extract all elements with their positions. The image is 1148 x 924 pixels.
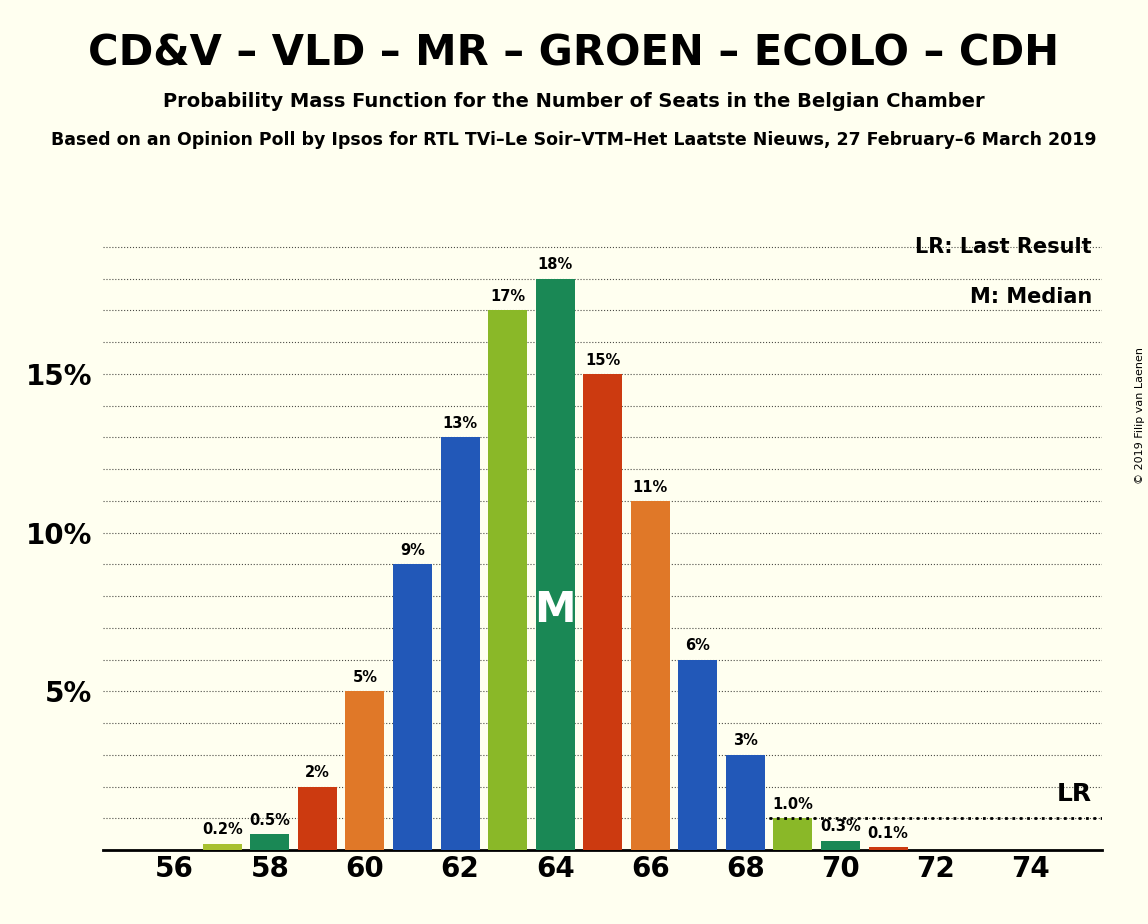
Text: 13%: 13% xyxy=(442,416,478,431)
Text: M: M xyxy=(534,590,576,631)
Bar xyxy=(488,310,527,850)
Bar xyxy=(203,844,242,850)
Text: 9%: 9% xyxy=(400,543,425,558)
Text: 15%: 15% xyxy=(585,353,620,368)
Text: 6%: 6% xyxy=(685,638,711,653)
Text: 5%: 5% xyxy=(352,670,378,685)
Bar xyxy=(678,660,718,850)
Bar xyxy=(726,755,765,850)
Text: 0.5%: 0.5% xyxy=(249,813,290,828)
Text: 3%: 3% xyxy=(732,734,758,748)
Bar xyxy=(583,374,622,850)
Text: Probability Mass Function for the Number of Seats in the Belgian Chamber: Probability Mass Function for the Number… xyxy=(163,92,985,112)
Bar xyxy=(346,691,385,850)
Text: 2%: 2% xyxy=(305,765,329,780)
Text: M: Median: M: Median xyxy=(970,286,1092,307)
Text: © 2019 Filip van Laenen: © 2019 Filip van Laenen xyxy=(1135,347,1145,484)
Bar xyxy=(630,501,669,850)
Bar xyxy=(821,841,860,850)
Bar xyxy=(536,279,575,850)
Bar xyxy=(774,819,813,850)
Bar xyxy=(297,786,336,850)
Bar xyxy=(393,565,432,850)
Text: LR: LR xyxy=(1057,782,1092,806)
Text: 0.3%: 0.3% xyxy=(820,820,861,834)
Text: 0.2%: 0.2% xyxy=(202,822,242,837)
Text: 1.0%: 1.0% xyxy=(773,797,814,812)
Bar xyxy=(869,847,908,850)
Text: LR: Last Result: LR: Last Result xyxy=(915,237,1092,257)
Text: 17%: 17% xyxy=(490,289,525,304)
Bar xyxy=(250,834,289,850)
Text: Based on an Opinion Poll by Ipsos for RTL TVi–Le Soir–VTM–Het Laatste Nieuws, 27: Based on an Opinion Poll by Ipsos for RT… xyxy=(52,131,1096,149)
Bar xyxy=(441,437,480,850)
Text: CD&V – VLD – MR – GROEN – ECOLO – CDH: CD&V – VLD – MR – GROEN – ECOLO – CDH xyxy=(88,32,1060,74)
Text: 18%: 18% xyxy=(537,257,573,273)
Text: 0.1%: 0.1% xyxy=(868,825,908,841)
Text: 11%: 11% xyxy=(633,480,668,494)
